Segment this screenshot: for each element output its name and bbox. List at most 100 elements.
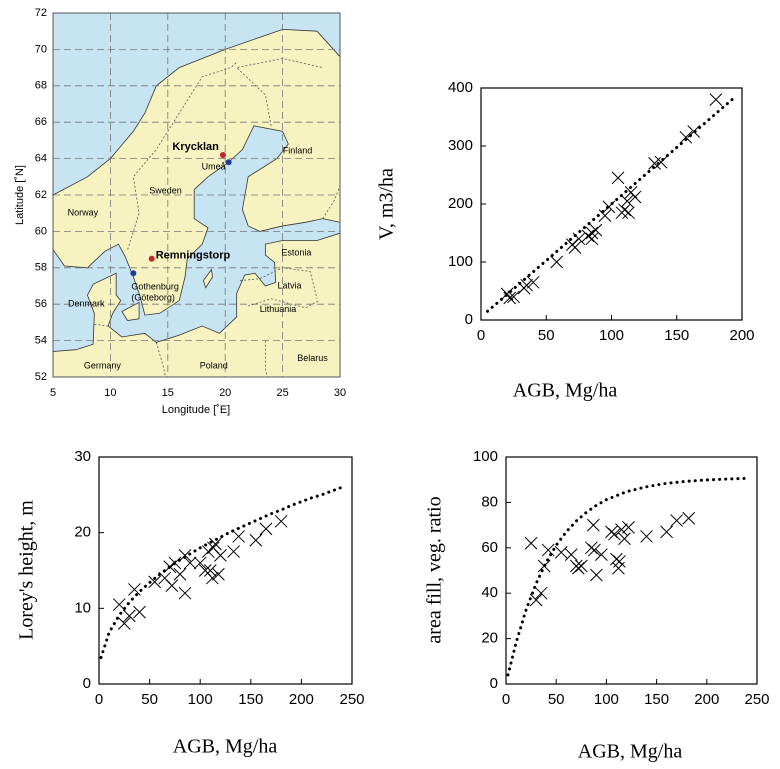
region-label: Finland xyxy=(283,146,313,156)
point xyxy=(624,186,638,199)
plot-frame xyxy=(505,456,758,685)
y-tick-label: 70 xyxy=(35,43,47,55)
point xyxy=(622,521,635,534)
point xyxy=(173,567,187,581)
point xyxy=(274,514,288,528)
x-tick-label: 200 xyxy=(729,327,754,344)
place-label: Krycklan xyxy=(172,141,219,153)
y-tick-label: 80 xyxy=(481,493,498,510)
x-axis-label: AGB, Mg/ha xyxy=(578,741,683,763)
point xyxy=(595,548,608,561)
point xyxy=(165,579,179,592)
x-tick-label: 50 xyxy=(548,691,565,708)
point xyxy=(249,533,263,547)
point xyxy=(541,543,555,557)
y-tick-label: 0 xyxy=(83,675,91,692)
point xyxy=(587,543,601,557)
y-tick-label: 100 xyxy=(448,253,473,270)
place-marker xyxy=(148,255,155,262)
border xyxy=(264,340,269,378)
point xyxy=(117,617,131,630)
point xyxy=(620,194,634,208)
y-axis-label: area fill, veg. ratio xyxy=(424,496,446,643)
point xyxy=(584,541,598,555)
land-south xyxy=(52,232,341,378)
y-tick-label: 30 xyxy=(74,448,91,465)
x-tick-label: 150 xyxy=(664,327,689,344)
y-tick-label: 60 xyxy=(35,225,47,237)
border xyxy=(235,58,323,126)
x-tick-label: 150 xyxy=(644,691,669,708)
map: Norway Sweden Finland Estonia Latvia Lithuani… xyxy=(52,12,341,378)
y-tick-label: 72 xyxy=(35,7,47,19)
point xyxy=(585,226,599,240)
point xyxy=(193,556,207,570)
point xyxy=(534,586,548,600)
border xyxy=(322,185,341,219)
y-tick-label: 300 xyxy=(448,137,473,154)
y-tick-label: 0 xyxy=(465,311,473,328)
point xyxy=(214,549,227,562)
point xyxy=(654,155,668,169)
point xyxy=(590,568,603,582)
y-tick-label: 68 xyxy=(35,80,47,92)
point xyxy=(128,583,141,596)
y-tick-label: 400 xyxy=(448,79,473,96)
x-tick-label: 50 xyxy=(538,327,555,344)
island xyxy=(121,301,140,322)
place-label: Remningstorp xyxy=(156,250,231,262)
point xyxy=(178,586,192,600)
border xyxy=(248,298,320,309)
point xyxy=(526,275,540,289)
point xyxy=(148,575,162,589)
point xyxy=(598,209,612,222)
y-tick-label: 20 xyxy=(74,524,91,541)
y-tick-label: 200 xyxy=(448,195,473,212)
region-label: Sweden xyxy=(149,186,182,196)
y-tick-label: 100 xyxy=(473,448,498,465)
point xyxy=(178,549,192,562)
point xyxy=(123,609,136,623)
point xyxy=(203,564,217,577)
point xyxy=(648,157,661,170)
point xyxy=(605,525,618,539)
place-label: Umeå xyxy=(202,162,226,172)
point xyxy=(682,511,696,525)
y-tick-label: 40 xyxy=(481,584,498,601)
place-label: (Göteborg) xyxy=(131,293,175,303)
region-label: Lithuania xyxy=(260,304,297,314)
region-label: Germany xyxy=(84,360,122,370)
point xyxy=(554,545,568,559)
point xyxy=(232,530,246,543)
y-tick-label: 62 xyxy=(35,189,47,201)
point xyxy=(581,229,595,243)
point xyxy=(610,552,623,566)
x-tick-label: 200 xyxy=(694,691,719,708)
region-label: Poland xyxy=(200,360,228,370)
region-label: Belarus xyxy=(297,353,328,363)
fit-line xyxy=(99,485,344,660)
point xyxy=(611,171,625,185)
y-tick-label: 54 xyxy=(35,335,47,347)
y-tick-label: 58 xyxy=(35,262,47,274)
place-marker xyxy=(225,159,232,166)
border xyxy=(155,342,166,378)
region-label: Latvia xyxy=(277,280,301,290)
point xyxy=(622,206,635,220)
point xyxy=(709,93,723,106)
land-north xyxy=(52,28,341,316)
x-tick-label: 50 xyxy=(141,691,158,708)
point xyxy=(524,536,538,550)
x-tick-label: 0 xyxy=(95,691,103,708)
point xyxy=(133,605,146,619)
point xyxy=(565,238,579,251)
x-axis-label: Longitude [˚E] xyxy=(162,404,231,416)
region-label: Denmark xyxy=(68,299,105,309)
y-tick-label: 52 xyxy=(35,371,47,383)
point xyxy=(679,130,693,144)
island xyxy=(202,268,213,289)
point xyxy=(585,232,599,246)
x-tick-label: 20 xyxy=(219,387,231,399)
plot-frame xyxy=(98,456,353,685)
